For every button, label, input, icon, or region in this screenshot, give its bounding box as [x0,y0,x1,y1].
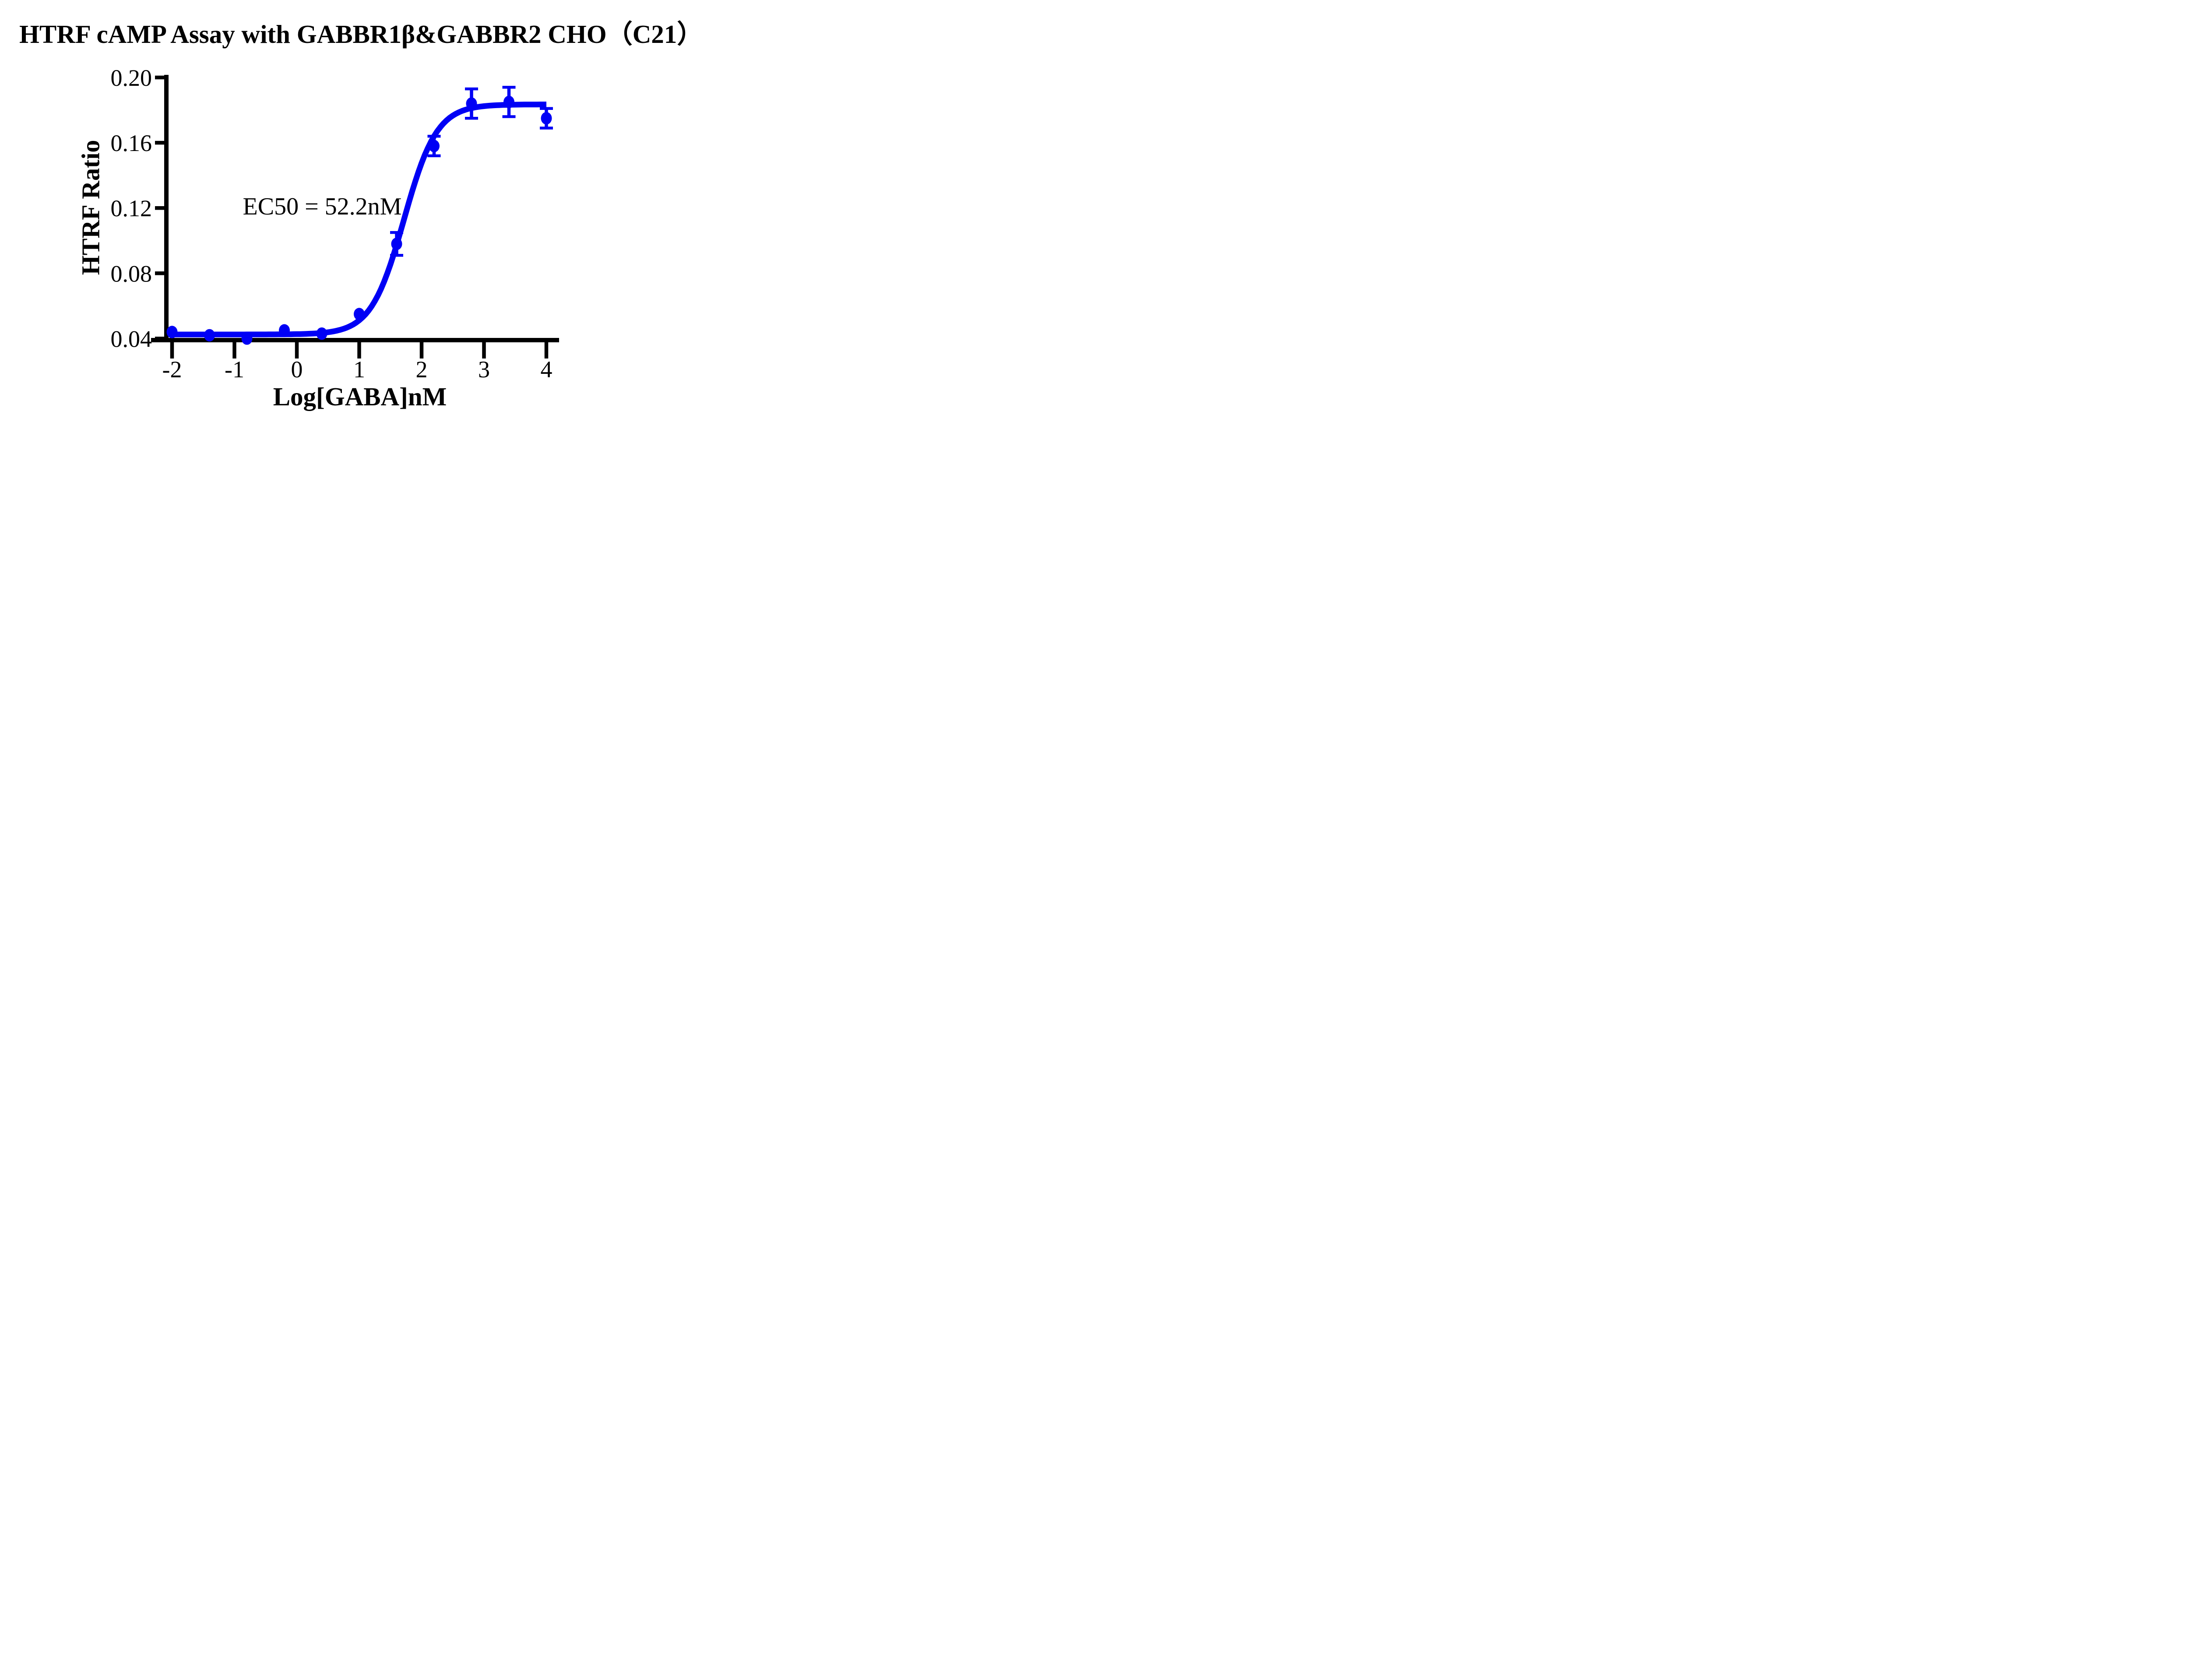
x-tick-label: -2 [162,356,182,383]
data-point [316,327,327,340]
data-point [466,97,477,110]
error-bar-cap [427,134,441,138]
y-tick [155,206,164,210]
ec50-annotation: EC50 = 52.2nM [243,193,402,220]
error-bar-cap [540,107,553,110]
y-axis-line [164,75,169,342]
data-point [503,95,514,109]
error-bar-cap [502,115,516,118]
x-tick-label: -1 [225,356,244,383]
x-tick [482,342,486,358]
y-tick [155,271,164,275]
data-point [204,329,215,342]
y-tick-label: 0.16 [111,130,152,156]
y-tick [155,141,164,145]
figure-canvas: HTRF cAMP Assay with GABBR1β&GABBR2 CHO（… [0,0,718,420]
x-axis-line [151,338,559,342]
y-tick [155,337,164,341]
data-point [166,326,178,338]
x-tick-label: 2 [416,356,428,383]
x-tick-label: 3 [478,356,490,383]
data-point [391,237,402,250]
data-point [279,324,290,337]
x-tick [357,342,361,358]
x-tick-label: 4 [541,356,553,383]
error-bar-cap [465,87,478,91]
x-tick-label: 0 [291,356,303,383]
error-bar-cap [502,86,516,89]
data-point [241,332,253,345]
y-tick [155,75,164,80]
error-bar-cap [390,231,403,234]
x-tick [170,342,174,358]
error-bar-cap [540,127,553,130]
x-axis-title: Log[GABA]nM [273,382,447,411]
x-tick [295,342,299,358]
y-tick-label: 0.04 [111,326,152,352]
x-tick-label: 1 [353,356,365,383]
error-bar-cap [465,116,478,120]
data-point [541,112,552,125]
error-bar-cap [390,254,403,257]
data-point [429,140,440,152]
data-point [354,308,365,320]
x-tick [544,342,549,358]
y-tick-label: 0.08 [111,260,152,287]
x-tick [232,342,236,358]
y-tick-label: 0.12 [111,195,152,221]
chart-title: HTRF cAMP Assay with GABBR1β&GABBR2 CHO（… [19,20,703,49]
x-tick [419,342,424,358]
fit-curve [169,102,546,337]
dose-response-chart: 0.04 0.08 0.12 0.16 0.20 -2 -1 0 1 2 3 4 [111,65,559,383]
error-bar-cap [427,154,441,158]
y-tick-label: 0.20 [111,65,152,91]
